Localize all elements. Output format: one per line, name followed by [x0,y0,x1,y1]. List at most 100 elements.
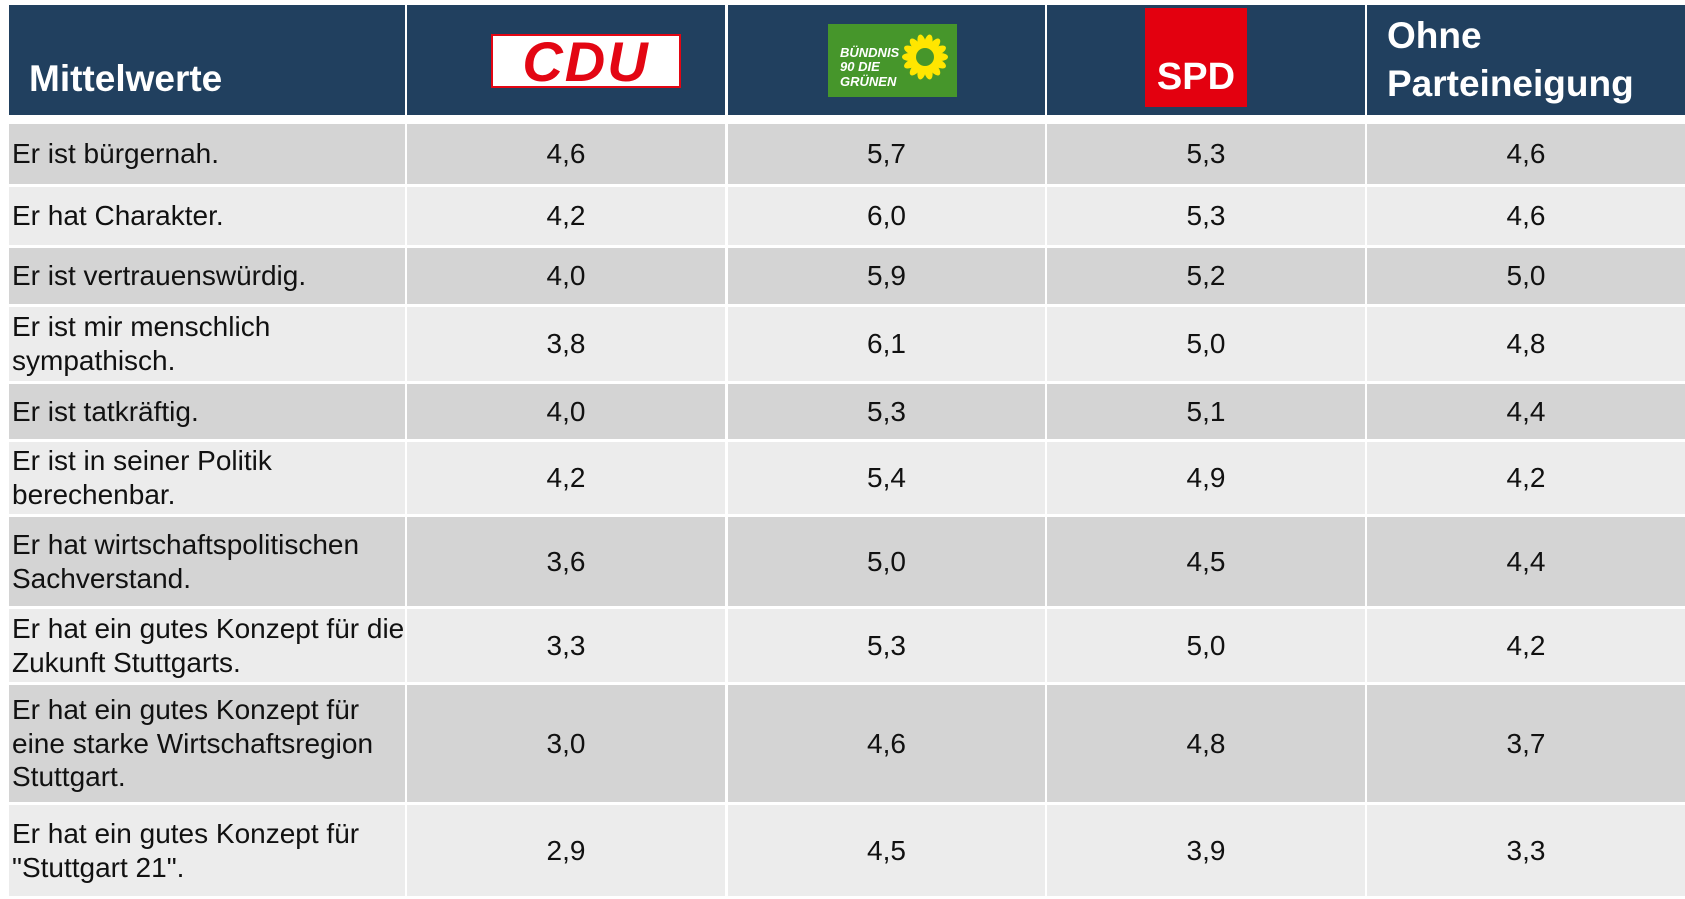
row-label: Er hat wirtschaftspolitischen Sachversta… [9,517,405,606]
cell-text: 3,9 [1186,834,1226,866]
cell-text: 3,8 [546,328,586,360]
cell-text: 5,2 [1186,260,1226,292]
cell-text: 3,3 [546,629,586,661]
cell-text: 5,4 [867,462,906,494]
value-cell: 5,0 [728,517,1045,606]
cell-text: 3,0 [546,727,586,759]
logo-text: SPD [1156,56,1236,98]
cell-text: 4,4 [1506,545,1546,577]
cell-text: 5,0 [1186,328,1226,360]
value-cell: 5,9 [728,248,1045,304]
value-cell: 4,8 [1047,685,1365,802]
cell-text: 4,8 [1506,328,1546,360]
cell-text: 4,2 [546,200,586,232]
cell-text: 2,9 [546,834,586,866]
cell-text: 5,7 [867,138,906,170]
cell-text: 4,8 [1186,727,1226,759]
cell-text: 4,6 [867,727,906,759]
value-cell: 6,1 [728,307,1045,381]
cell-text: 4,2 [1506,629,1546,661]
value-cell: 4,6 [1367,124,1685,184]
value-cell: 4,0 [407,384,725,439]
logo-text: BÜNDNIS 90 DIE GRÜNEN [840,45,900,89]
row-label: Er hat Charakter. [9,187,405,245]
spd-logo: SPD [1145,8,1247,107]
cell-text: 5,3 [1186,138,1226,170]
value-cell: 5,3 [1047,124,1365,184]
value-cell: 4,8 [1367,307,1685,381]
row-label: Er ist tatkräftig. [9,384,405,439]
row-label: Er hat ein gutes Konzept für die Zukunft… [9,609,405,682]
value-cell: 3,3 [407,609,725,682]
value-cell: 3,7 [1367,685,1685,802]
header-cell: Ohne Parteineigung [1367,5,1685,115]
cell-text: 5,3 [867,629,906,661]
value-cell: 3,0 [407,685,725,802]
cell-text: 4,6 [546,138,586,170]
value-cell: 5,2 [1047,248,1365,304]
cell-text: Er ist in seiner Politik berechenbar. [12,445,272,510]
value-cell: 4,2 [407,442,725,514]
value-cell: 5,0 [1047,307,1365,381]
value-cell: 3,9 [1047,805,1365,896]
gruene-logo: BÜNDNIS 90 DIE GRÜNEN [828,24,957,97]
cell-text: 5,0 [1506,260,1546,292]
cell-text: Er hat Charakter. [12,200,224,232]
value-cell: 5,3 [728,384,1045,439]
cell-text: Er ist tatkräftig. [12,395,199,427]
cell-text: Er hat ein gutes Konzept für eine starke… [12,694,374,793]
row-label: Er ist in seiner Politik berechenbar. [9,442,405,514]
cell-text: Er ist mir menschlich sympathisch. [12,311,271,376]
cell-text: 3,7 [1506,727,1546,759]
value-cell: 5,3 [1047,187,1365,245]
value-cell: 2,9 [407,805,725,896]
row-label: Er ist mir menschlich sympathisch. [9,307,405,381]
cell-text: 5,3 [867,395,906,427]
value-cell: 4,6 [1367,187,1685,245]
value-cell: 5,0 [1367,248,1685,304]
value-cell: 4,4 [1367,517,1685,606]
value-cell: 5,3 [728,609,1045,682]
cell-text: 5,0 [867,545,906,577]
value-cell: 4,5 [728,805,1045,896]
value-cell: 4,0 [407,248,725,304]
cell-text: 4,5 [1186,545,1226,577]
cell-text: Mittelwerte [29,57,223,99]
logo-text: CDU [522,29,650,93]
row-label: Er hat ein gutes Konzept für "Stuttgart … [9,805,405,896]
value-cell: 4,2 [407,187,725,245]
cell-text: 4,6 [1506,200,1546,232]
cell-text: 5,3 [1186,200,1226,232]
value-cell: 4,5 [1047,517,1365,606]
value-cell: 5,7 [728,124,1045,184]
header-title: Mittelwerte [9,5,405,115]
value-cell: 3,3 [1367,805,1685,896]
row-label: Er hat ein gutes Konzept für eine starke… [9,685,405,802]
value-cell: 3,6 [407,517,725,606]
cell-text: Ohne Parteineigung [1387,14,1634,104]
cell-text: 5,9 [867,260,906,292]
cell-text: 3,3 [1506,834,1546,866]
value-cell: 4,9 [1047,442,1365,514]
cell-text: Er ist vertrauenswürdig. [12,260,307,292]
value-cell: 5,0 [1047,609,1365,682]
value-cell: 4,2 [1367,442,1685,514]
cell-text: 4,0 [546,260,586,292]
value-cell: 4,6 [407,124,725,184]
row-label: Er ist bürgernah. [9,124,405,184]
cell-text: 5,0 [1186,629,1226,661]
value-cell: 5,1 [1047,384,1365,439]
value-cell: 6,0 [728,187,1045,245]
cell-text: 4,2 [1506,462,1546,494]
value-cell: 4,2 [1367,609,1685,682]
sunflower [902,34,948,80]
value-cell: 5,4 [728,442,1045,514]
cell-text: Er hat ein gutes Konzept für "Stuttgart … [12,817,360,883]
cell-text: Er hat ein gutes Konzept für die Zukunft… [12,612,405,678]
cell-text: 6,0 [867,200,906,232]
cell-text: 4,6 [1506,138,1546,170]
cell-text: 4,2 [546,462,586,494]
cell-text: 4,9 [1186,462,1226,494]
cdu-logo: CDU [491,30,681,93]
